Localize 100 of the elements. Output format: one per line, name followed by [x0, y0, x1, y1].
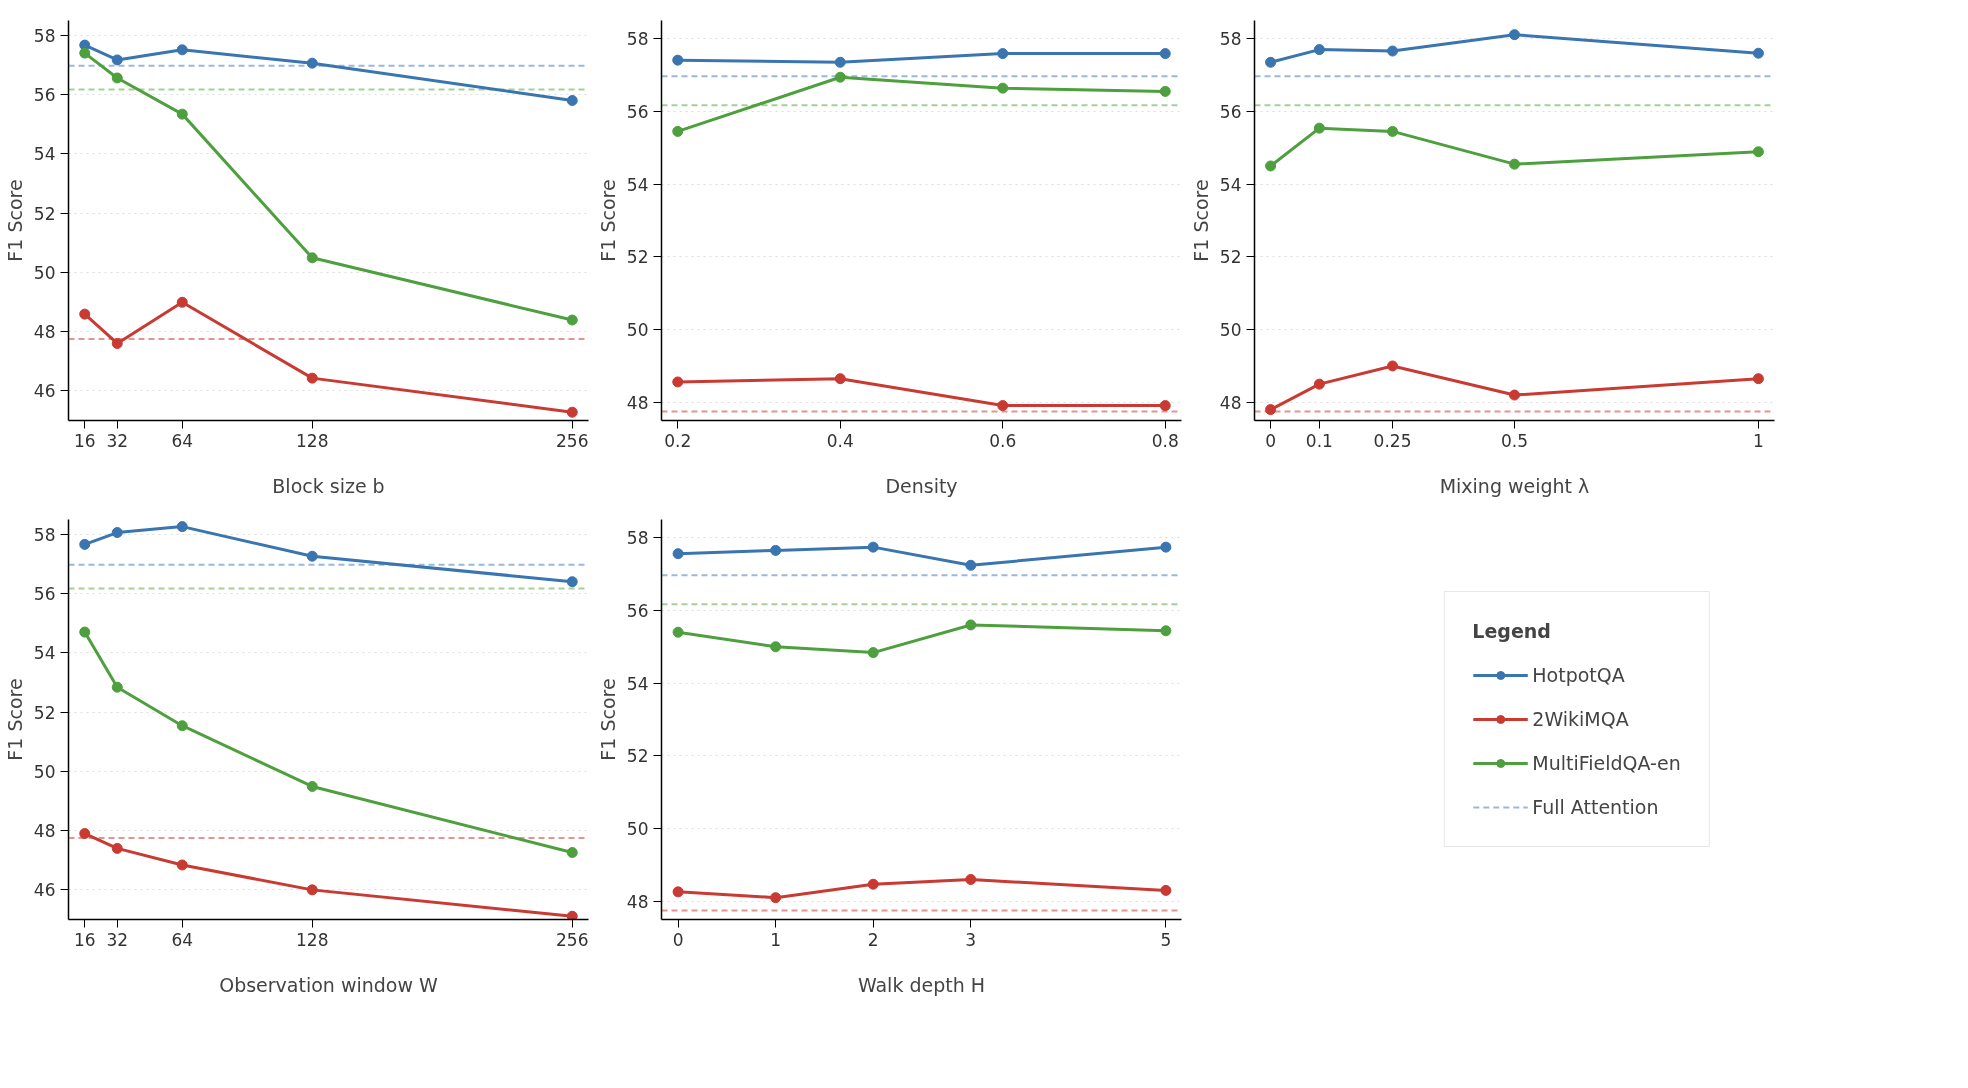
y-tick-label: 54	[33, 643, 56, 664]
point	[1160, 541, 1172, 553]
point	[867, 541, 879, 553]
legend-label: MultiFieldQA-en	[1532, 752, 1681, 774]
x-tick-label: 0	[672, 929, 684, 950]
point	[672, 376, 684, 388]
y-tick-label: 54	[33, 144, 56, 165]
point	[997, 48, 1009, 60]
x-tick-label: 0.1	[1305, 430, 1333, 451]
y-tick-label: 48	[1219, 392, 1242, 413]
y-axis-title: F1 Score	[596, 179, 619, 262]
point	[306, 550, 318, 562]
point	[965, 559, 977, 571]
y-tick-label: 52	[33, 702, 56, 723]
point	[997, 400, 1009, 412]
y-tick-label: 58	[33, 524, 56, 545]
y-tick-label: 56	[626, 101, 649, 122]
point	[672, 125, 684, 137]
x-tick-label: 0.25	[1373, 430, 1412, 451]
y-tick-label: 46	[33, 880, 56, 901]
point	[79, 308, 91, 320]
point	[79, 626, 91, 638]
y-tick-label: 50	[626, 320, 649, 341]
point	[1265, 56, 1277, 68]
x-tick-label: 64	[171, 430, 194, 451]
point	[111, 54, 123, 66]
point	[176, 44, 188, 56]
point	[770, 641, 782, 653]
point	[672, 54, 684, 66]
point	[1265, 160, 1277, 172]
point	[867, 878, 879, 890]
point	[1159, 48, 1171, 60]
x-axis-title: Block size b	[272, 474, 385, 497]
x-tick-label: 5	[1160, 929, 1172, 950]
y-tick-label: 48	[626, 891, 649, 912]
x-tick-label: 0.4	[826, 430, 854, 451]
point	[834, 56, 846, 68]
y-tick-label: 54	[1219, 174, 1242, 195]
point	[1159, 85, 1171, 97]
point	[306, 780, 318, 792]
point	[306, 252, 318, 264]
y-tick-label: 56	[626, 600, 649, 621]
y-tick-label: 48	[33, 821, 56, 842]
x-tick-label: 0.8	[1151, 430, 1179, 451]
y-tick-label: 50	[1219, 320, 1242, 341]
point	[834, 71, 846, 83]
point	[1160, 884, 1172, 896]
x-tick-label: 64	[171, 929, 194, 950]
y-tick-label: 56	[1219, 101, 1242, 122]
point	[1313, 122, 1325, 134]
point	[566, 576, 578, 588]
point	[1313, 44, 1325, 56]
point	[79, 538, 91, 550]
point	[1509, 389, 1520, 401]
point	[1509, 158, 1520, 170]
x-tick-label: 0.2	[664, 430, 692, 451]
y-tick-label: 56	[33, 85, 56, 106]
point	[1160, 625, 1172, 637]
x-tick-label: 0	[1265, 430, 1277, 451]
y-tick-label: 52	[1219, 247, 1242, 268]
y-axis-title: F1 Score	[3, 678, 26, 761]
x-tick-label: 3	[965, 929, 977, 950]
y-tick-label: 52	[33, 203, 56, 224]
point	[111, 72, 123, 84]
point	[965, 619, 977, 631]
y-tick-label: 52	[626, 746, 649, 767]
point	[672, 886, 684, 898]
point	[1387, 45, 1399, 57]
y-axis-title: F1 Score	[1189, 179, 1212, 262]
point	[176, 521, 188, 533]
point	[1752, 373, 1764, 385]
x-tick-label: 128	[296, 929, 329, 950]
x-tick-label: 16	[73, 929, 96, 950]
y-tick-label: 56	[33, 584, 56, 605]
point	[306, 57, 318, 69]
y-axis-title: F1 Score	[596, 678, 619, 761]
y-tick-label: 58	[1219, 29, 1242, 50]
y-tick-label: 46	[33, 381, 56, 402]
point	[834, 373, 846, 385]
x-axis-title: Walk depth H	[857, 973, 986, 996]
legend-title: Legend	[1472, 620, 1552, 642]
y-tick-label: 54	[626, 673, 649, 694]
point	[566, 910, 578, 920]
point	[770, 544, 782, 556]
y-tick-label: 48	[33, 322, 56, 343]
point	[306, 884, 318, 896]
point	[176, 296, 188, 308]
point	[997, 82, 1009, 94]
point	[1313, 378, 1325, 390]
x-tick-label: 16	[73, 430, 96, 451]
point	[867, 647, 879, 659]
point	[965, 874, 977, 885]
point	[306, 372, 318, 384]
point	[1509, 29, 1520, 41]
point	[111, 337, 123, 349]
y-tick-label: 58	[626, 29, 649, 50]
x-axis-title: Observation window W	[219, 973, 439, 996]
point	[566, 95, 578, 106]
point	[770, 892, 782, 904]
x-tick-label: 0.6	[989, 430, 1017, 451]
